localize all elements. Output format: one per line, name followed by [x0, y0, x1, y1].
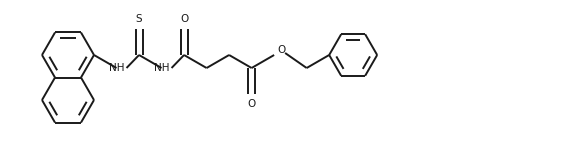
Text: S: S: [136, 14, 142, 24]
Text: O: O: [248, 99, 256, 109]
Text: NH: NH: [154, 63, 169, 73]
Text: NH: NH: [109, 63, 124, 73]
Text: O: O: [180, 14, 188, 24]
Text: O: O: [277, 45, 285, 55]
